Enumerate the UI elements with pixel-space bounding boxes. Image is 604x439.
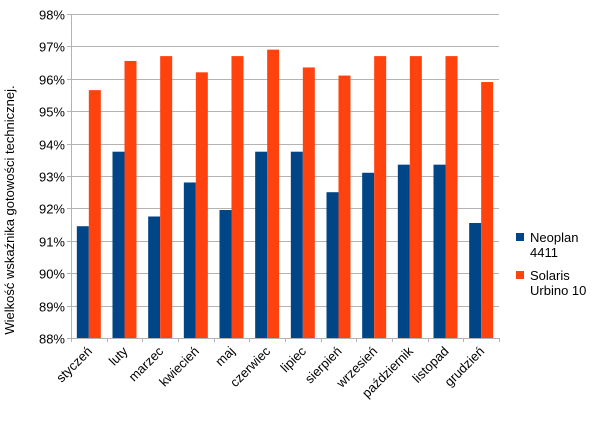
bar-solaris-1 — [124, 60, 137, 338]
x-tick-label: grudzień — [441, 344, 487, 390]
bar-neoplan-10 — [433, 164, 446, 338]
bar-solaris-2 — [160, 56, 173, 339]
bar-solaris-4 — [231, 56, 244, 339]
bar-solaris-8 — [374, 56, 387, 339]
bar-neoplan-4 — [219, 210, 232, 338]
bar-solaris-10 — [445, 56, 458, 339]
x-tick-label: styczeń — [53, 344, 95, 386]
bars — [76, 49, 494, 339]
bar-neoplan-11 — [469, 222, 482, 338]
x-tick-label: kwiecień — [156, 344, 202, 390]
bar-neoplan-1 — [112, 151, 125, 338]
grid-lines — [67, 14, 499, 339]
axes — [67, 14, 500, 342]
y-tick-label: 90% — [39, 267, 65, 282]
bar-neoplan-7 — [326, 192, 339, 338]
y-tick-label: 98% — [39, 8, 65, 23]
bar-solaris-6 — [302, 67, 315, 339]
legend-label: Urbino 10 — [530, 283, 586, 298]
x-tick-label: lipiec — [277, 343, 309, 375]
x-tick-label: luty — [106, 343, 131, 368]
bar-solaris-5 — [267, 49, 280, 338]
bar-neoplan-6 — [290, 151, 303, 338]
bar-solaris-0 — [88, 90, 101, 338]
bar-neoplan-8 — [362, 172, 375, 338]
y-tick-label: 89% — [39, 300, 65, 315]
y-tick-label: 94% — [39, 138, 65, 153]
bar-neoplan-2 — [148, 216, 161, 338]
bar-solaris-7 — [338, 75, 351, 338]
y-tick-label: 95% — [39, 105, 65, 120]
y-axis-ticks: 88% 89% 90% 91% 92% 93% 94% 95% 96% 97% 98% — [39, 8, 65, 347]
x-tick-label: czerwiec — [227, 343, 274, 390]
legend-swatch-solaris — [516, 271, 524, 279]
x-tick-label: maj — [212, 343, 237, 368]
y-tick-label: 93% — [39, 170, 65, 185]
legend-label: Neoplan — [530, 230, 578, 245]
legend-swatch-neoplan — [516, 233, 524, 241]
bar-neoplan-3 — [183, 182, 196, 338]
bar-neoplan-5 — [255, 151, 268, 338]
y-tick-label: 96% — [39, 73, 65, 88]
y-tick-label: 92% — [39, 202, 65, 217]
bar-solaris-3 — [195, 72, 208, 338]
bar-solaris-11 — [481, 82, 494, 338]
bar-neoplan-9 — [397, 164, 410, 338]
y-tick-label: 88% — [39, 332, 65, 347]
bar-neoplan-0 — [76, 226, 89, 338]
legend-label: Solaris — [530, 268, 570, 283]
bar-solaris-9 — [409, 56, 422, 339]
legend-label: 4411 — [530, 245, 558, 260]
y-tick-label: 97% — [39, 40, 65, 55]
y-tick-label: 91% — [39, 235, 65, 250]
y-axis-label: Wielkość wskaźnika gotowości technicznej… — [2, 85, 17, 334]
